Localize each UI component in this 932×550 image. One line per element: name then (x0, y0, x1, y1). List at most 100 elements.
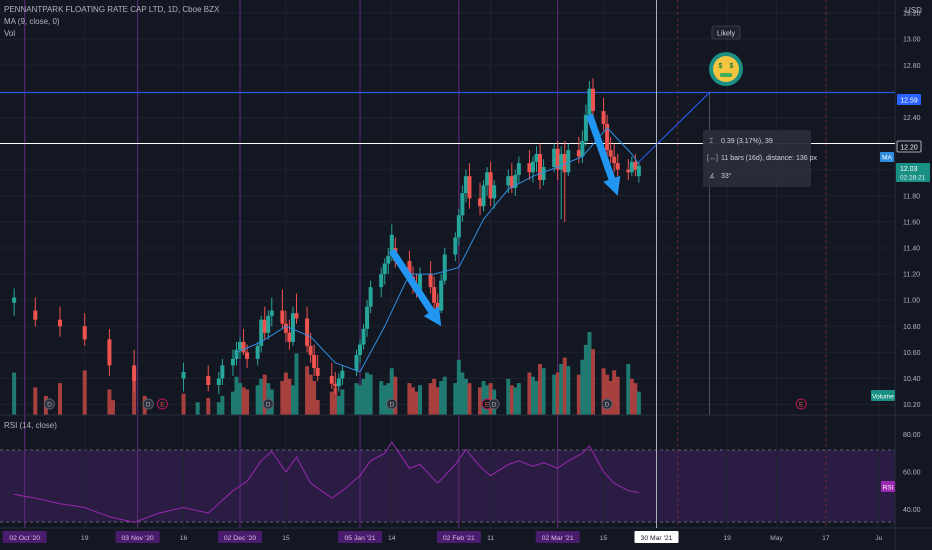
dividend-marker[interactable] (386, 398, 398, 410)
volume-bar (453, 383, 458, 415)
price-axis[interactable]: 10.20 10.40 10.60 10.80 11.00 11.20 11.40 11.60… (903, 11, 921, 514)
cross-line-badge-text: 12.20 (900, 145, 918, 152)
volume-badge (871, 390, 895, 401)
candle-body (552, 148, 557, 168)
volume-bar (562, 357, 567, 415)
candle-body (230, 358, 235, 366)
price-badges: 12.59 12.20 MA 12.03 02:28:21 Volume RSI (871, 94, 930, 492)
volume-bar (110, 400, 115, 415)
candle-body (82, 326, 87, 340)
candle-body (626, 169, 631, 173)
candle-body (453, 237, 458, 255)
volume-bar (418, 385, 423, 415)
down-arrow[interactable] (388, 248, 442, 327)
dividend-marker[interactable] (601, 398, 613, 410)
trend-line[interactable] (638, 92, 710, 163)
volume-bar (206, 398, 211, 415)
volume-bar (481, 381, 486, 415)
volume-bar (612, 370, 617, 415)
volume-bar (386, 383, 391, 415)
dividend-marker[interactable] (142, 398, 154, 410)
volume-bar (432, 378, 437, 415)
rsi-badge-text: RSI (883, 485, 894, 492)
volume-bar (290, 385, 295, 415)
volume-bar (312, 381, 317, 415)
volume-bar (583, 344, 588, 415)
volume-bar (442, 376, 447, 415)
volume-bar (633, 383, 638, 415)
volume-bar (601, 368, 606, 415)
candle-body (534, 153, 539, 162)
money-face-icon-left-eye: $ (719, 63, 723, 70)
time-tick-label: 17 (822, 535, 830, 542)
candle-body (220, 365, 225, 379)
candle-body (269, 310, 274, 316)
candle-body (513, 174, 518, 188)
earnings-marker[interactable] (156, 398, 168, 410)
candle-body (587, 88, 592, 115)
candle-body (435, 302, 440, 311)
candle-body (382, 263, 387, 275)
price-tick-label: 13.20 (903, 11, 921, 18)
volume-bar (587, 332, 592, 415)
time-tick-label: 19 (723, 535, 731, 542)
candle-body (516, 163, 521, 175)
likely-label-box (711, 25, 741, 40)
price-range-icon: ⌶ (709, 138, 713, 145)
volume-bar (82, 370, 87, 415)
vol-legend[interactable]: Vol (4, 29, 16, 38)
price-tick-label: 12.40 (903, 115, 921, 122)
candle-body (358, 344, 363, 355)
time-tick-label: 14 (388, 535, 396, 542)
volume-bar (580, 359, 585, 415)
likely-callout[interactable]: Likely $ $ (709, 25, 743, 86)
candle-body (255, 345, 260, 359)
dividend-marker[interactable] (43, 398, 55, 410)
candle-body (107, 339, 112, 366)
candle-body (340, 370, 345, 379)
volume-bar (626, 364, 631, 415)
drawn-arrows[interactable] (388, 113, 621, 327)
symbol-legend[interactable]: PENNANTPARK FLOATING RATE CAP LTD, 1D, C… (4, 5, 220, 14)
candle-body (287, 332, 292, 342)
candle-body (294, 313, 299, 319)
top-line-badge (897, 94, 921, 105)
price-tick-label: 13.00 (903, 37, 921, 44)
ma-legend[interactable]: MA (9, close, 0) (4, 17, 60, 26)
volume-bar (336, 395, 341, 415)
dividend-marker-label: D (266, 402, 271, 409)
measure-box[interactable]: ⌶ 0.39 (3.17%), 39 [↔] 11 bars (16d), di… (703, 130, 817, 187)
time-tick-label: 15 (282, 535, 290, 542)
time-tick-box (338, 531, 383, 543)
candle-body (555, 148, 560, 170)
candle-body (336, 378, 341, 387)
candle-body (389, 234, 394, 256)
candle-body (566, 150, 571, 173)
time-tick-label: 05 Jan '21 (344, 535, 375, 542)
earnings-marker[interactable] (795, 398, 807, 410)
volume-bar (241, 387, 246, 415)
volume-bar (456, 359, 461, 415)
volume-bar (368, 374, 373, 415)
candle-body (290, 313, 295, 342)
candle-body (492, 185, 497, 199)
dividend-marker-label: D (47, 402, 52, 409)
dividend-marker[interactable] (488, 398, 500, 410)
volume-badge-text: Volume (872, 394, 894, 401)
dividend-marker-label: D (146, 402, 151, 409)
volume-bar (410, 387, 415, 415)
candle-body (590, 88, 595, 111)
earnings-marker-label: E (799, 402, 804, 409)
candle-body (365, 306, 370, 329)
candle-body (361, 328, 366, 345)
dividend-marker[interactable] (262, 398, 274, 410)
volume-bar (478, 387, 483, 415)
price-tick-label: 10.60 (903, 350, 921, 357)
time-axis[interactable]: 02 Oct '20 19 03 Nov '20 16 02 Dec '20 15 05 J… (2, 531, 883, 543)
rsi-legend[interactable]: RSI (14, close) (4, 421, 57, 430)
candle-body (354, 354, 359, 371)
candle-body (633, 161, 638, 170)
down-arrow[interactable] (586, 113, 621, 196)
